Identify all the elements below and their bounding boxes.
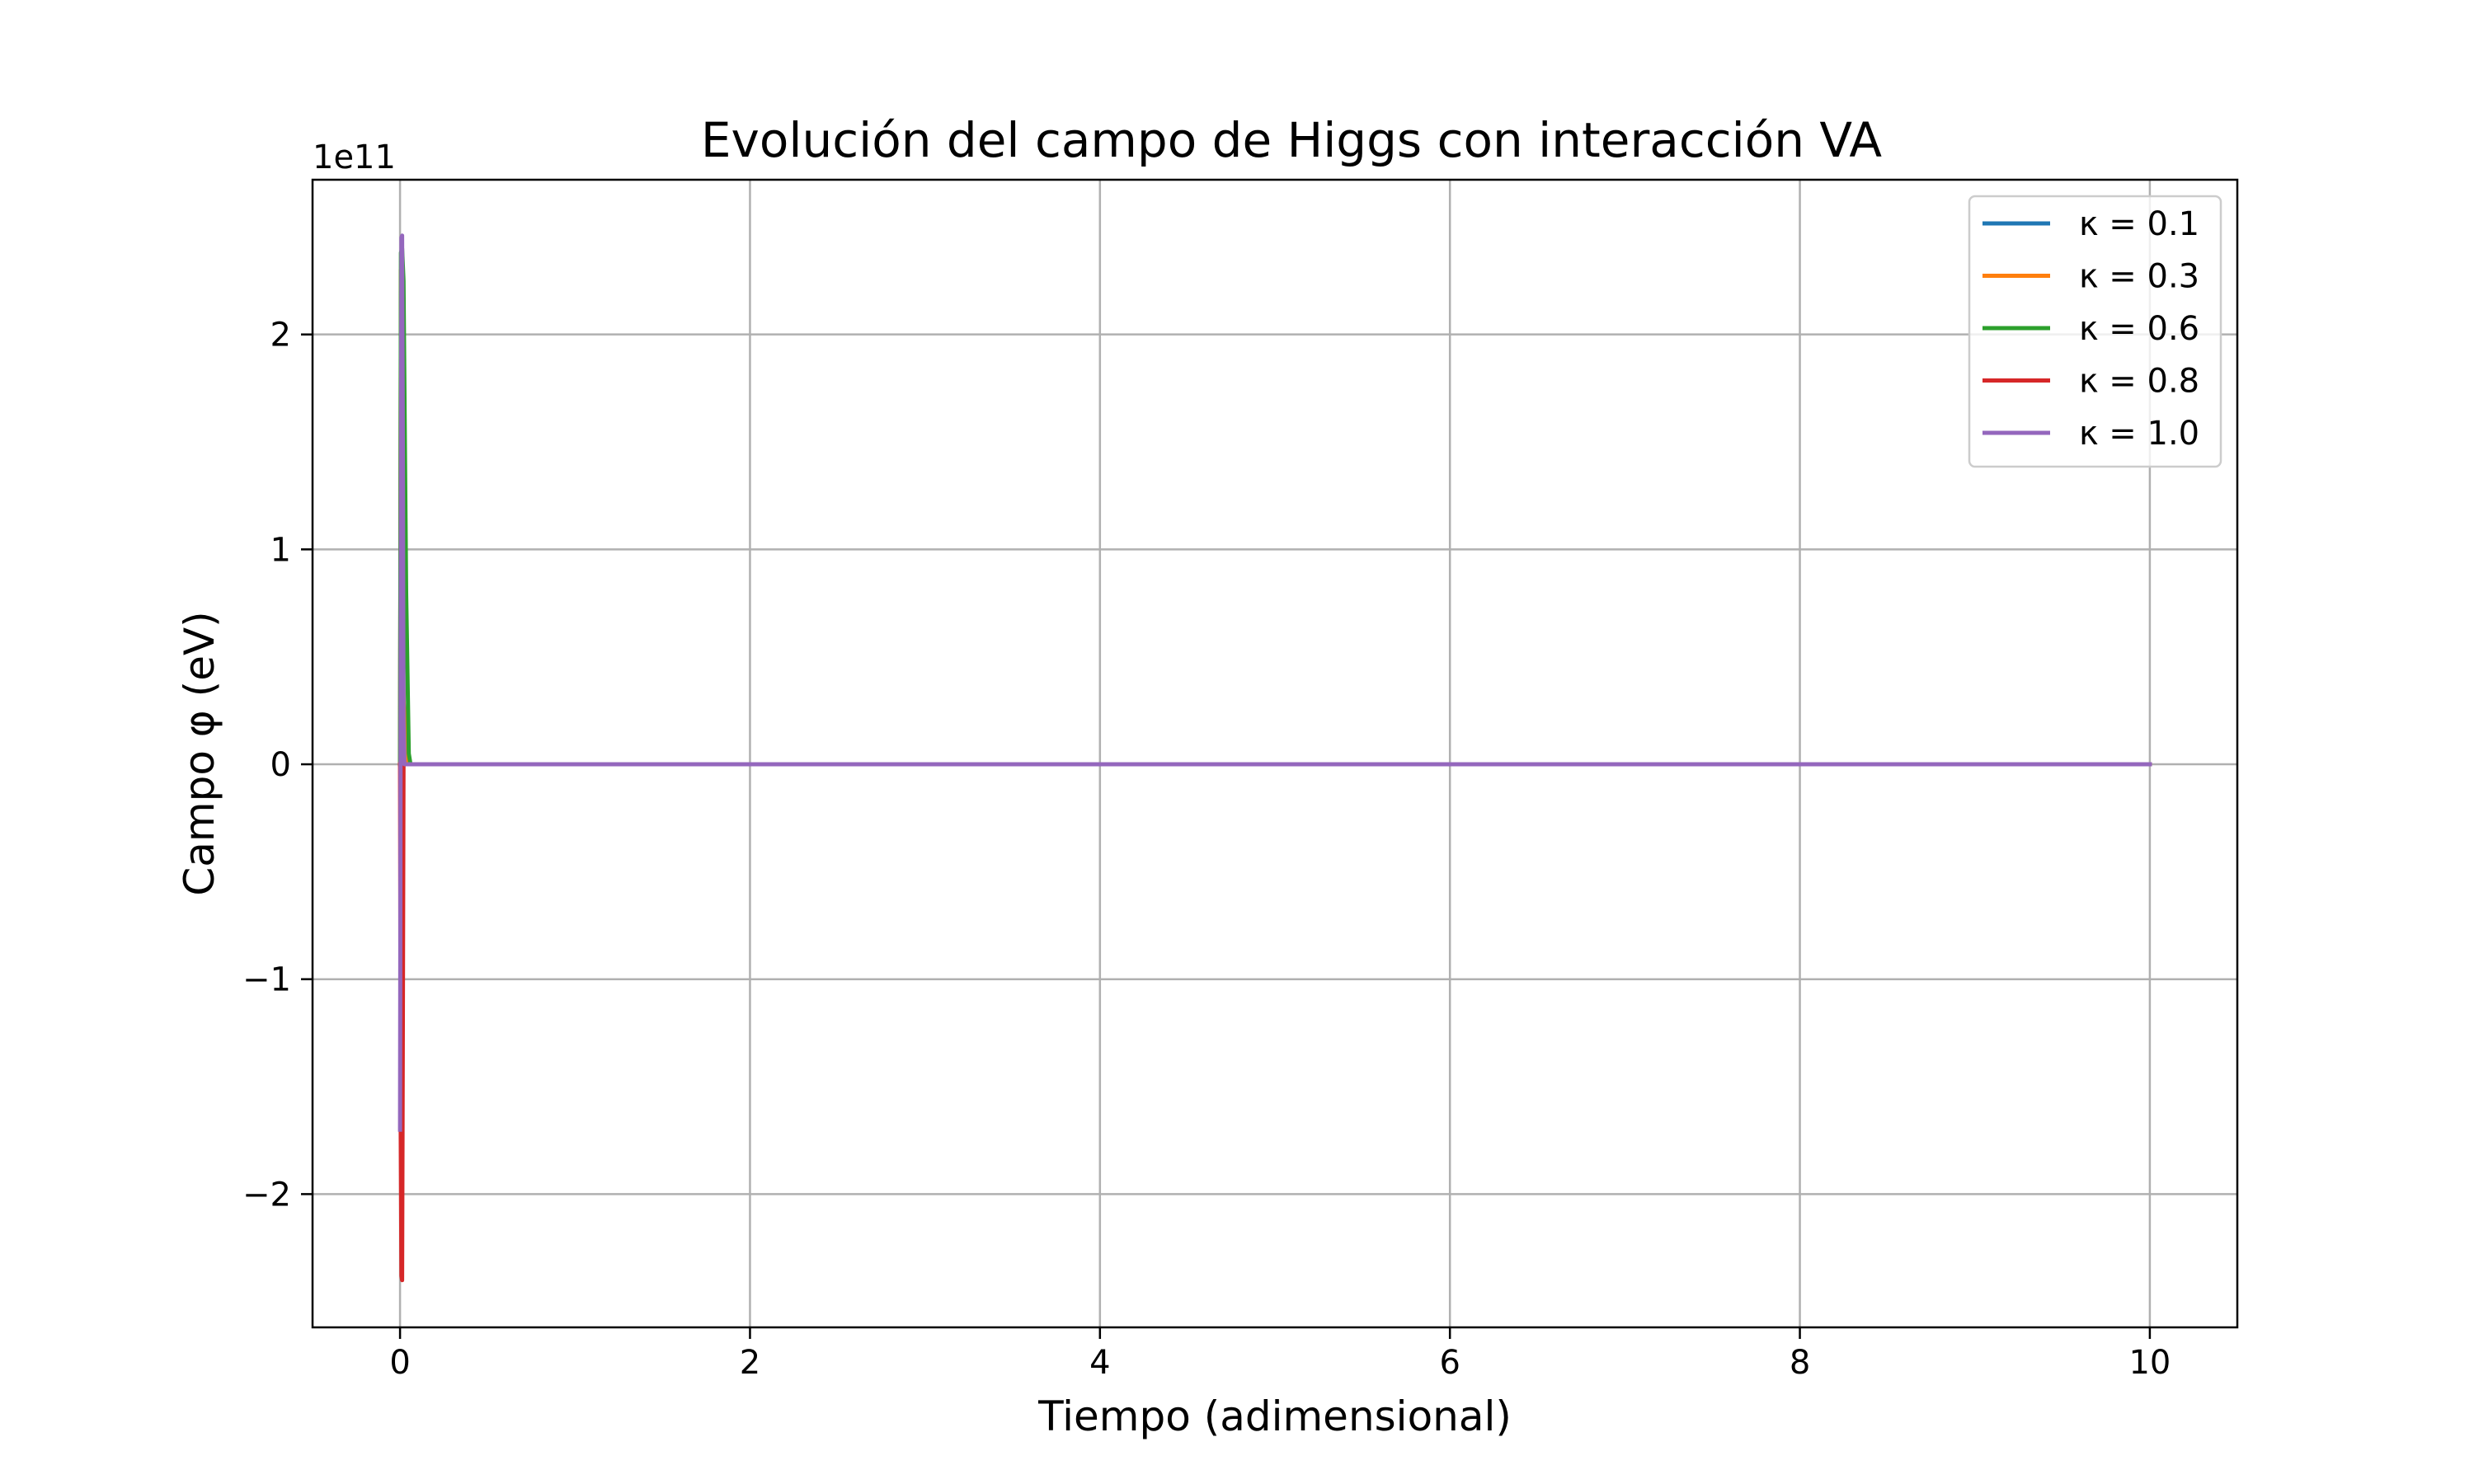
x-axis-label: Tiempo (adimensional) bbox=[1037, 1392, 1512, 1440]
x-tick-label: 0 bbox=[389, 1344, 410, 1382]
y-tick-label: 1 bbox=[270, 531, 291, 569]
y-tick-label: 2 bbox=[270, 317, 291, 355]
x-tick-label: 4 bbox=[1089, 1344, 1110, 1382]
legend-label-4: κ = 0.8 bbox=[2079, 363, 2199, 401]
legend-label-1: κ = 0.1 bbox=[2079, 205, 2199, 243]
x-tick-label: 6 bbox=[1439, 1344, 1460, 1382]
legend-label-2: κ = 0.3 bbox=[2079, 258, 2199, 296]
legend: κ = 0.1 κ = 0.3 κ = 0.6 κ = 0.8 κ = 1.0 bbox=[1969, 196, 2221, 467]
y-tick-label: 0 bbox=[270, 746, 291, 784]
y-axis-label: Campo φ (eV) bbox=[176, 611, 223, 895]
chart-title: Evolución del campo de Higgs con interac… bbox=[701, 112, 1882, 168]
legend-label-3: κ = 0.6 bbox=[2079, 310, 2199, 348]
y-axis-offset-label: 1e11 bbox=[313, 139, 396, 176]
legend-label-5: κ = 1.0 bbox=[2079, 415, 2199, 453]
x-tick-label: 10 bbox=[2128, 1344, 2171, 1382]
x-tick-label: 2 bbox=[740, 1344, 760, 1382]
y-tick-label: −2 bbox=[242, 1176, 291, 1214]
x-tick-label: 8 bbox=[1790, 1344, 1810, 1382]
y-tick-label: −1 bbox=[242, 961, 291, 999]
